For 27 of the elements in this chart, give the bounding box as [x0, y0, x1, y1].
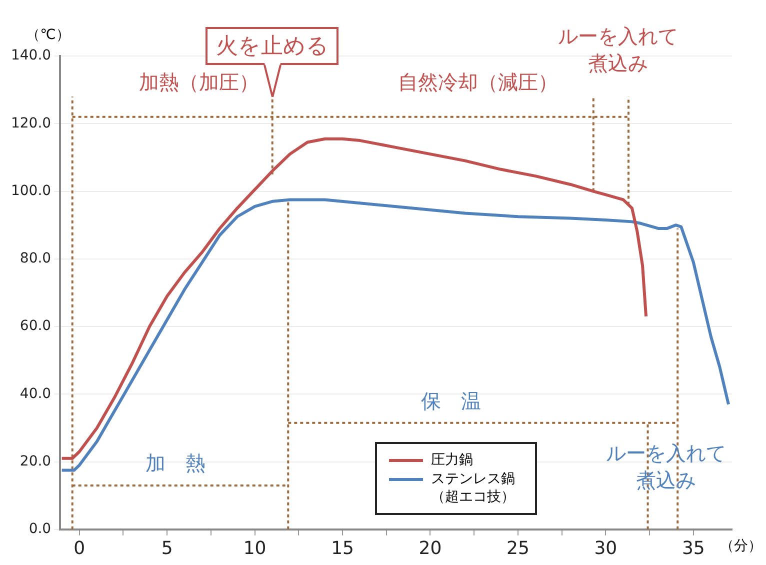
x-tick-label: 35 [682, 538, 705, 559]
y-tick-label: 80.0 [20, 250, 52, 267]
annotation: 火を止める [206, 26, 339, 65]
y-tick-label: 20.0 [20, 453, 52, 470]
annotation: 保 温 [421, 388, 482, 415]
y-axis-title: （℃） [26, 26, 70, 44]
x-axis-title: （分） [720, 537, 762, 556]
annotation: 加 熱 [146, 450, 206, 477]
x-tick-label: 10 [243, 538, 266, 559]
x-tick-label: 5 [161, 538, 173, 559]
x-tick-label: 25 [506, 538, 530, 559]
x-tick-label: 0 [74, 538, 86, 559]
annotation: ルーを入れて煮込み [605, 440, 728, 494]
x-tick-label: 15 [331, 538, 354, 559]
x-tick-label: 20 [418, 538, 442, 559]
annotation: ルーを入れて煮込み [558, 24, 678, 75]
y-tick-label: 60.0 [20, 318, 52, 334]
y-tick-label: 140.0 [10, 48, 52, 64]
annotation: 自然冷却（減圧） [398, 68, 558, 96]
legend-label: ステンレス鍋（超エコ技） [431, 470, 516, 506]
y-tick-label: 0.0 [28, 521, 52, 538]
y-tick-label: 120.0 [10, 115, 52, 132]
legend-label: 圧力鍋 [431, 451, 474, 470]
y-tick-label: 40.0 [20, 386, 52, 402]
x-tick-label: 30 [594, 538, 618, 559]
annotation: 加熱（加圧） [139, 68, 260, 96]
y-tick-label: 100.0 [10, 182, 52, 199]
